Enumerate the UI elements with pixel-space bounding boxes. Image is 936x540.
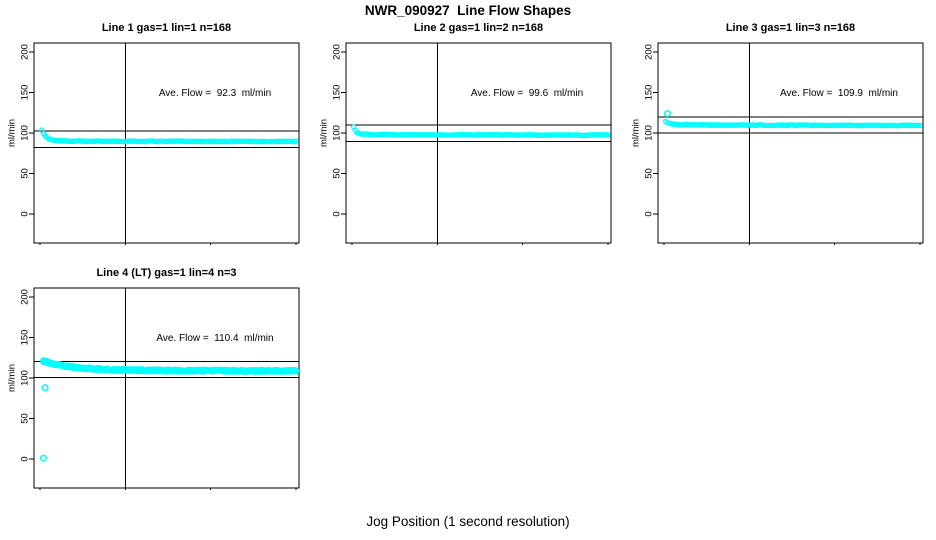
subplot-title: Line 3 gas=1 lin=3 n=168: [725, 22, 856, 34]
y-tick-label: 200: [643, 44, 654, 60]
plot-box: [33, 287, 300, 489]
plot-box: [33, 42, 300, 244]
subplot-line-2-canvas: 050100150050100150200ml/min: [318, 42, 612, 245]
y-tick-label: 50: [19, 168, 30, 179]
ave-flow-annotation: Ave. Flow = 110.4 ml/min: [156, 333, 274, 344]
y-tick-label: 200: [19, 289, 30, 305]
y-tick-label: 150: [643, 85, 654, 101]
y-tick-label: 0: [19, 456, 30, 461]
ave-flow-annotation: Ave. Flow = 99.6 ml/min: [470, 88, 584, 99]
subplot-line-4-canvas: 050100150050100150200ml/min: [6, 287, 300, 490]
y-tick-label: 150: [19, 330, 30, 346]
y-axis-unit-label: ml/min: [6, 119, 17, 147]
subplot-line-3-canvas: 050100150050100150200ml/min: [630, 42, 924, 245]
y-axis-unit-label: ml/min: [6, 364, 17, 392]
subplot-line-1-canvas: 050100150050100150200ml/min: [6, 42, 300, 245]
x-axis-label: Jog Position (1 second resolution): [366, 514, 570, 529]
chart-title: NWR_090927 Line Flow Shapes: [364, 3, 572, 18]
ave-flow-annotation: Ave. Flow = 109.9 ml/min: [780, 88, 898, 99]
y-axis-unit-label: ml/min: [630, 119, 641, 147]
y-tick-label: 100: [643, 125, 654, 141]
y-tick-label: 50: [643, 168, 654, 179]
data-point: [293, 138, 299, 144]
data-point: [917, 122, 923, 129]
y-tick-label: 200: [19, 44, 30, 60]
y-tick-label: 100: [331, 125, 342, 141]
subplot-line-1: 050100150050100150200ml/min Line 1 gas=1…: [0, 22, 312, 269]
y-tick-label: 100: [19, 125, 30, 141]
subplot-title: Line 1 gas=1 lin=1 n=168: [101, 22, 232, 34]
y-tick-label: 0: [19, 211, 30, 216]
outlier-point: [41, 384, 49, 392]
subplot-line-2: 050100150050100150200ml/min Line 2 gas=1…: [312, 22, 624, 269]
y-tick-label: 50: [331, 168, 342, 179]
y-tick-label: 200: [331, 44, 342, 60]
outlier-point: [663, 110, 671, 118]
subplot-line-4: 050100150050100150200ml/min Line 4 (LT) …: [0, 245, 312, 490]
plot-box: [345, 42, 612, 244]
y-tick-label: 50: [19, 413, 30, 424]
data-point: [292, 367, 300, 374]
subplot-title: Line 2 gas=1 lin=2 n=168: [413, 22, 544, 34]
y-tick-label: 100: [19, 370, 30, 386]
ave-flow-annotation: Ave. Flow = 92.3 ml/min: [158, 88, 272, 99]
data-point: [605, 132, 611, 138]
y-tick-label: 150: [331, 85, 342, 101]
subplot-line-3: 050100150050100150200ml/min Line 3 gas=1…: [624, 22, 936, 269]
subplot-title: Line 4 (LT) gas=1 lin=4 n=3: [96, 267, 237, 279]
y-tick-label: 0: [331, 211, 342, 216]
y-axis-unit-label: ml/min: [318, 119, 329, 147]
y-tick-label: 150: [19, 85, 30, 101]
plot-box: [657, 42, 924, 244]
outlier-point: [39, 454, 47, 462]
y-tick-label: 0: [643, 211, 654, 216]
